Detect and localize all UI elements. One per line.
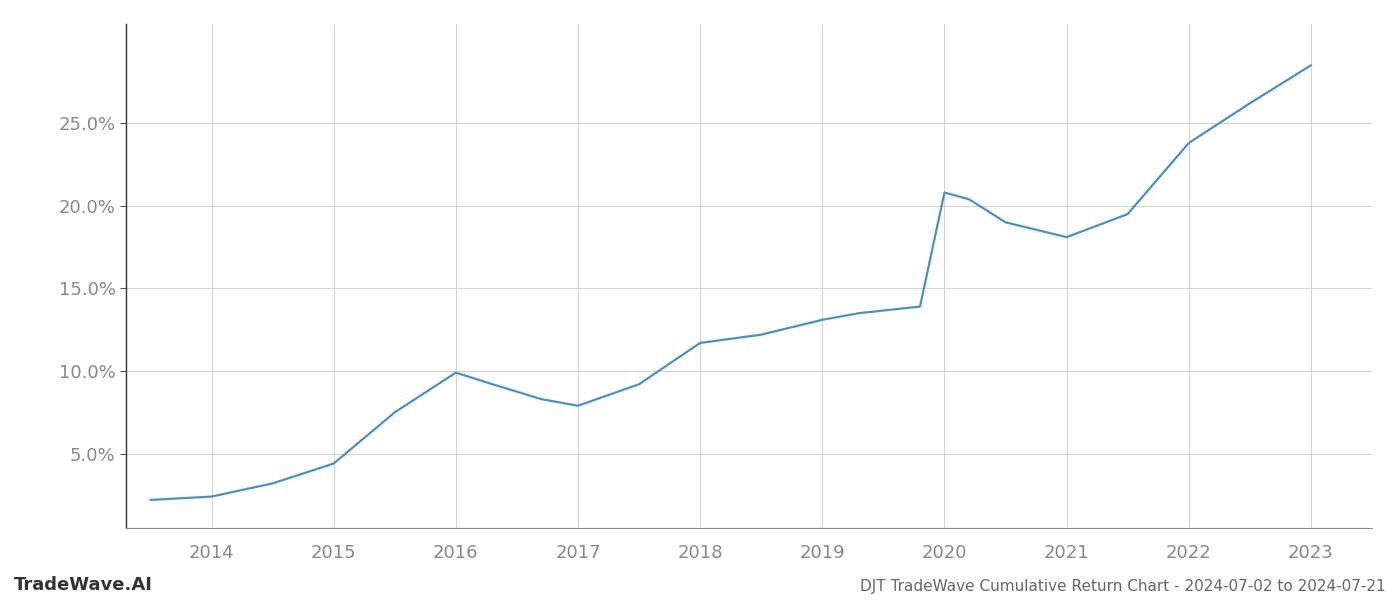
Text: DJT TradeWave Cumulative Return Chart - 2024-07-02 to 2024-07-21: DJT TradeWave Cumulative Return Chart - … (861, 579, 1386, 594)
Text: TradeWave.AI: TradeWave.AI (14, 576, 153, 594)
